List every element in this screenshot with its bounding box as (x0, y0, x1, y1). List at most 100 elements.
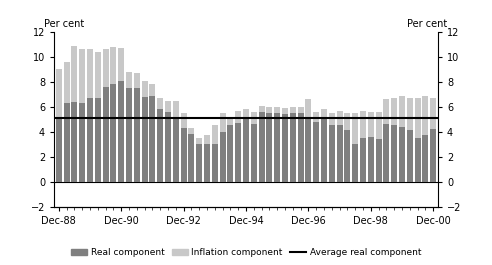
Bar (306, 118, 311, 182)
Bar (298, 113, 304, 182)
Bar (313, 122, 319, 182)
Bar (196, 144, 202, 182)
Bar (399, 95, 405, 127)
Bar (157, 98, 163, 109)
Bar (95, 98, 101, 182)
Bar (103, 87, 109, 182)
Bar (87, 98, 93, 182)
Bar (360, 111, 366, 138)
Bar (204, 135, 210, 144)
Bar (344, 113, 350, 130)
Bar (63, 103, 69, 182)
Bar (173, 100, 179, 119)
Bar (282, 114, 288, 182)
Bar (126, 88, 132, 182)
Bar (196, 138, 202, 144)
Bar (188, 134, 194, 182)
Bar (407, 130, 413, 182)
Bar (165, 112, 171, 182)
Bar (142, 81, 148, 97)
Bar (423, 95, 429, 135)
Bar (181, 113, 186, 128)
Bar (368, 137, 374, 182)
Bar (337, 111, 342, 126)
Bar (188, 128, 194, 134)
Bar (376, 139, 381, 182)
Bar (134, 88, 140, 182)
Legend: Real component, Inflation component, Average real component: Real component, Inflation component, Ave… (67, 244, 425, 260)
Bar (329, 126, 335, 182)
Bar (383, 124, 389, 182)
Bar (298, 107, 304, 113)
Bar (243, 109, 249, 119)
Bar (157, 109, 163, 182)
Bar (251, 112, 257, 124)
Bar (243, 119, 249, 182)
Bar (376, 112, 381, 139)
Bar (259, 112, 265, 182)
Bar (290, 113, 296, 182)
Bar (235, 123, 241, 182)
Bar (118, 48, 124, 81)
Bar (329, 113, 335, 126)
Bar (227, 126, 233, 182)
Bar (71, 46, 77, 102)
Bar (219, 113, 225, 132)
Bar (134, 73, 140, 88)
Bar (56, 117, 62, 182)
Bar (321, 109, 327, 119)
Bar (290, 107, 296, 113)
Bar (415, 138, 421, 182)
Bar (63, 62, 69, 103)
Bar (103, 49, 109, 87)
Bar (267, 113, 273, 182)
Bar (383, 99, 389, 124)
Bar (368, 112, 374, 137)
Bar (259, 105, 265, 112)
Bar (212, 144, 218, 182)
Bar (212, 126, 218, 144)
Bar (79, 103, 85, 182)
Bar (282, 108, 288, 114)
Bar (251, 124, 257, 182)
Bar (87, 49, 93, 98)
Bar (150, 95, 155, 182)
Bar (313, 112, 319, 122)
Bar (415, 98, 421, 138)
Bar (111, 84, 116, 182)
Text: Per cent: Per cent (44, 19, 85, 29)
Bar (352, 144, 358, 182)
Bar (71, 102, 77, 182)
Bar (173, 119, 179, 182)
Bar (165, 100, 171, 112)
Bar (321, 119, 327, 182)
Text: Per cent: Per cent (407, 19, 448, 29)
Bar (118, 81, 124, 182)
Bar (344, 130, 350, 182)
Bar (79, 49, 85, 103)
Bar (204, 144, 210, 182)
Bar (219, 132, 225, 182)
Bar (227, 117, 233, 126)
Bar (267, 107, 273, 113)
Bar (306, 99, 311, 118)
Bar (391, 98, 397, 126)
Bar (430, 98, 436, 129)
Bar (142, 97, 148, 182)
Bar (423, 135, 429, 182)
Bar (360, 138, 366, 182)
Bar (181, 128, 186, 182)
Bar (337, 126, 342, 182)
Bar (235, 111, 241, 123)
Bar (95, 52, 101, 98)
Bar (56, 69, 62, 117)
Bar (399, 127, 405, 182)
Bar (391, 126, 397, 182)
Bar (430, 129, 436, 182)
Bar (352, 113, 358, 144)
Bar (274, 113, 280, 182)
Bar (407, 98, 413, 130)
Bar (126, 72, 132, 88)
Bar (150, 84, 155, 95)
Bar (111, 47, 116, 84)
